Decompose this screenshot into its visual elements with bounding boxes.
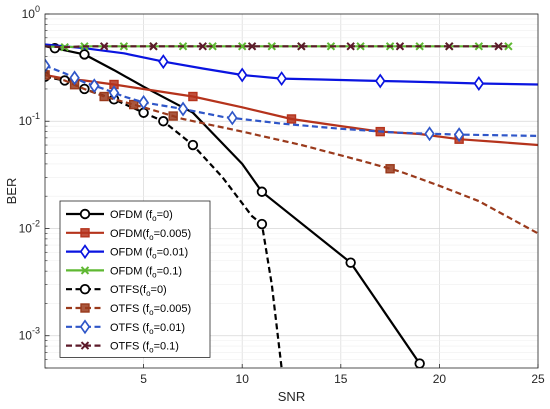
data-point — [149, 42, 158, 51]
legend-marker — [79, 284, 91, 295]
data-point — [129, 99, 139, 110]
data-point — [473, 75, 485, 91]
data-point — [227, 110, 238, 126]
legend-label: OFDM (fo=0) — [110, 209, 173, 223]
data-point — [414, 358, 425, 368]
data-point — [286, 114, 297, 124]
x-tick-label: 15 — [334, 372, 348, 386]
legend-label: OTFS (fo=0.005) — [110, 303, 191, 317]
data-point — [188, 91, 198, 102]
legend-item: OTFS (fo=0.005) — [66, 303, 191, 317]
data-point — [208, 42, 217, 51]
data-point — [297, 42, 306, 51]
legend: OFDM (fo=0) OFDM(fo=0.005) OFDM (fo=0.01) O… — [59, 200, 211, 358]
series-line — [45, 45, 421, 365]
data-point — [158, 54, 169, 70]
data-point — [138, 94, 149, 110]
series-1 — [45, 42, 425, 368]
legend-label: OFDM (fo=0.01) — [110, 247, 188, 261]
data-point — [346, 42, 355, 51]
x-tick-label: 5 — [140, 372, 147, 386]
data-point — [267, 42, 276, 51]
series-group — [45, 42, 538, 368]
legend-label: OTFS (fo=0.01) — [110, 322, 185, 336]
data-point — [445, 42, 454, 51]
legend-marker — [80, 266, 90, 275]
series-line — [45, 45, 509, 49]
legend-item: OFDM (fo=0.1) — [66, 265, 182, 279]
x-axis-label: SNR — [278, 389, 305, 404]
legend-marker — [79, 208, 91, 220]
data-point — [375, 73, 386, 89]
plot-frame — [44, 13, 539, 369]
data-point — [79, 49, 90, 60]
data-point — [45, 58, 51, 74]
data-point — [345, 257, 356, 268]
data-point — [424, 126, 435, 142]
legend-label: OTFS (fo=0.1) — [110, 341, 179, 355]
x-tick-label: 20 — [433, 372, 447, 386]
legend-item: OFDM(fo=0.005) — [66, 228, 191, 242]
data-point — [69, 70, 80, 86]
data-point — [453, 127, 465, 143]
x-tick-label: 10 — [236, 372, 250, 386]
data-point — [385, 164, 395, 174]
data-point — [247, 42, 257, 51]
series-line — [45, 73, 538, 235]
data-point — [89, 78, 100, 94]
legend-marker — [80, 228, 90, 238]
data-point — [99, 42, 109, 51]
data-point — [99, 91, 109, 102]
legend-item: OTFS (fo=0.1) — [66, 341, 179, 355]
legend-label: OFDM (fo=0.1) — [110, 265, 182, 279]
data-point — [158, 116, 169, 127]
legend-box — [59, 200, 211, 358]
legend-item: OTFS(fo=0) — [66, 284, 167, 298]
y-tick-label: 10-3 — [19, 326, 40, 343]
legend-marker — [79, 244, 91, 260]
y-tick-label: 100 — [22, 4, 40, 21]
series-5 — [45, 71, 283, 368]
series-7 — [45, 58, 538, 143]
data-point — [256, 218, 268, 230]
legend-item: OTFS (fo=0.01) — [66, 319, 185, 336]
data-point — [187, 139, 199, 151]
series-line — [45, 73, 538, 147]
series-3 — [45, 43, 538, 91]
legend-label: OTFS(fo=0) — [110, 284, 167, 298]
data-point — [198, 42, 207, 51]
data-point — [276, 71, 287, 87]
y-tick-label: 10-1 — [19, 111, 40, 128]
x-tick-label: 25 — [531, 372, 545, 386]
axis-ticks: 5 10 15 20 25 10-3 10-2 10-1 100 — [19, 4, 545, 386]
data-point — [237, 42, 247, 51]
data-point — [474, 42, 484, 51]
data-point — [494, 42, 503, 51]
legend-marker — [80, 341, 90, 350]
data-point — [108, 85, 120, 101]
legend-label: OFDM(fo=0.005) — [110, 228, 191, 242]
data-point — [395, 42, 405, 51]
data-point — [504, 42, 513, 51]
legend-marker — [79, 319, 91, 335]
data-point — [236, 67, 248, 83]
y-tick-label: 10-2 — [19, 218, 40, 235]
legend-item: OFDM (fo=0.01) — [66, 244, 188, 261]
series-line — [45, 75, 283, 368]
data-point — [168, 111, 178, 121]
data-point — [177, 101, 189, 117]
series-8 — [45, 42, 509, 51]
y-axis-label: BER — [4, 178, 19, 205]
legend-item: OFDM (fo=0) — [66, 208, 173, 223]
legend-marker — [80, 303, 90, 313]
data-point — [45, 70, 50, 80]
data-point — [256, 186, 268, 197]
